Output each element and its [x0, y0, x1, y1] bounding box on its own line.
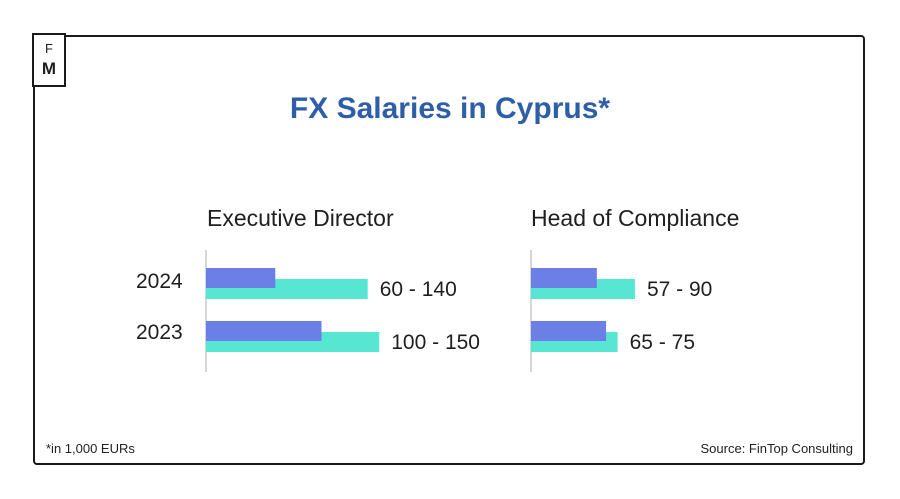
chart-frame — [33, 35, 865, 465]
fm-logo: F M — [32, 33, 66, 87]
bar-min-2024-panel-2 — [531, 268, 597, 288]
category-label-2023: 2023 — [136, 321, 183, 344]
chart-title: FX Salaries in Cyprus* — [289, 92, 611, 125]
data-label-2023-panel-1: 100 - 150 — [391, 331, 480, 354]
data-label-2023-panel-2: 65 - 75 — [630, 331, 695, 354]
bar-min-2023-panel-2 — [531, 321, 607, 341]
data-label-2024-panel-2: 57 - 90 — [647, 278, 712, 301]
category-label-2024: 2024 — [136, 270, 183, 293]
bar-min-2023-panel-1 — [206, 321, 322, 341]
logo-letter-f: F — [45, 41, 53, 56]
footnote: *in 1,000 EURs — [46, 441, 135, 456]
source-note: Source: FinTop Consulting — [700, 441, 853, 456]
panel-title-head-of-compliance: Head of Compliance — [531, 205, 740, 231]
bar-min-2024-panel-1 — [206, 268, 276, 288]
panel-title-executive-director: Executive Director — [207, 205, 394, 231]
data-label-2024-panel-1: 60 - 140 — [380, 278, 457, 301]
logo-letter-m: M — [41, 59, 57, 78]
